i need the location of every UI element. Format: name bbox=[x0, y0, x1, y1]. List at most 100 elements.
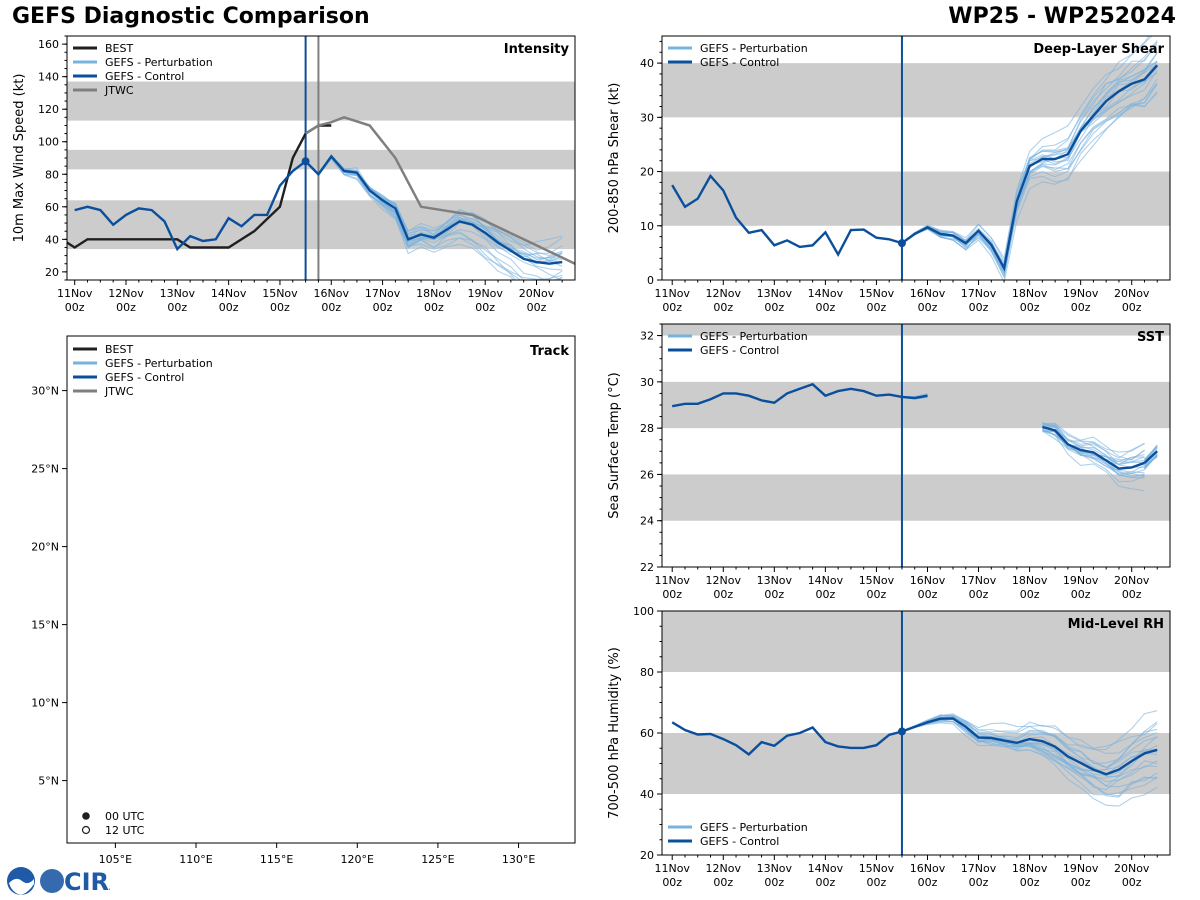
intensity-ytick-label: 80 bbox=[45, 168, 59, 181]
intensity-xtick-label: 00z bbox=[424, 301, 444, 314]
intensity-shade-band bbox=[67, 149, 575, 170]
sst-ytick-label: 32 bbox=[640, 330, 654, 343]
shear-xtick-label: 18Nov bbox=[1012, 287, 1048, 300]
intensity-xtick-label: 00z bbox=[270, 301, 290, 314]
legend-label-12utc: 12 UTC bbox=[105, 824, 145, 837]
sst-panel-title: SST bbox=[1137, 330, 1164, 345]
rh-xtick-label: 11Nov bbox=[654, 862, 690, 875]
intensity-xtick-label: 00z bbox=[116, 301, 136, 314]
sst-gefs-control-line bbox=[671, 382, 928, 408]
sst-shade-band bbox=[662, 324, 1170, 336]
rh-shade-band bbox=[662, 611, 1170, 672]
intensity-ytick-label: 100 bbox=[38, 136, 59, 149]
track-ytick-label: 10°N bbox=[31, 697, 59, 710]
track-xtick-label: 130°E bbox=[502, 853, 535, 866]
rh-ytick-label: 100 bbox=[633, 605, 654, 618]
sst-xtick-label: 00z bbox=[713, 588, 733, 601]
track-panel-title: Track bbox=[530, 344, 569, 359]
shear-xtick-label: 00z bbox=[1020, 301, 1040, 314]
rh-xtick-label: 00z bbox=[662, 876, 682, 889]
shear-xtick-label: 00z bbox=[662, 301, 682, 314]
sst-xtick-label: 00z bbox=[815, 588, 835, 601]
legend-label-gefs-control: GEFS - Control bbox=[105, 70, 184, 83]
sst-shade-band bbox=[662, 381, 1170, 429]
sst-perturbation-line bbox=[1042, 423, 1145, 453]
sst-xtick-label: 13Nov bbox=[757, 574, 793, 587]
intensity-xtick-label: 18Nov bbox=[416, 287, 452, 300]
sst-xtick-label: 00z bbox=[764, 588, 784, 601]
sst-xtick-label: 00z bbox=[918, 588, 938, 601]
sst-gefs-control-line bbox=[1143, 450, 1159, 464]
legend-label-jtwc: JTWC bbox=[104, 84, 134, 97]
noaa-logo-icon: CIRA bbox=[7, 867, 110, 896]
shear-plot-area bbox=[662, 36, 1170, 280]
sst-xtick-label: 18Nov bbox=[1012, 574, 1048, 587]
rh-ylabel: 700-500 hPa Humidity (%) bbox=[607, 647, 622, 819]
shear-xtick-label: 13Nov bbox=[757, 287, 793, 300]
track-frame bbox=[66, 335, 576, 844]
rh-xtick-label: 00z bbox=[1071, 876, 1091, 889]
sst-plot-area bbox=[662, 324, 1170, 567]
shear-gefs-control-line bbox=[671, 64, 1159, 272]
cira-logo: CIRA bbox=[6, 866, 110, 896]
sst-xtick-label: 00z bbox=[662, 588, 682, 601]
sst-xtick-label: 16Nov bbox=[910, 574, 946, 587]
rh-ytick-label: 80 bbox=[640, 666, 654, 679]
intensity-perturbation-line bbox=[305, 154, 563, 264]
rh-ytick-label: 40 bbox=[640, 788, 654, 801]
legend-swatch-00utc bbox=[82, 812, 90, 820]
sst-xtick-label: 00z bbox=[867, 588, 887, 601]
sst-ylabel: Sea Surface Temp (°C) bbox=[607, 372, 622, 519]
shear-shade-band bbox=[662, 63, 1170, 118]
sst-xtick-label: 12Nov bbox=[706, 574, 742, 587]
intensity-xtick-label: 16Nov bbox=[314, 287, 350, 300]
track-ytick-label: 20°N bbox=[31, 541, 59, 554]
shear-xtick-label: 19Nov bbox=[1063, 287, 1099, 300]
shear-ylabel: 200-850 hPa Shear (kt) bbox=[607, 83, 622, 234]
sst-perturbation-line bbox=[1042, 427, 1145, 483]
intensity-perturbation-line bbox=[305, 157, 515, 280]
intensity-xtick-label: 00z bbox=[475, 301, 495, 314]
legend-label-gefs-control: GEFS - Control bbox=[700, 835, 779, 848]
rh-xtick-label: 12Nov bbox=[706, 862, 742, 875]
rh-plot-area bbox=[662, 611, 1170, 855]
intensity-xtick-label: 19Nov bbox=[467, 287, 503, 300]
intensity-ytick-label: 140 bbox=[38, 71, 59, 84]
rh-xtick-label: 20Nov bbox=[1114, 862, 1150, 875]
shear-frame bbox=[661, 35, 1171, 281]
shear-xtick-label: 16Nov bbox=[910, 287, 946, 300]
rh-xtick-label: 16Nov bbox=[910, 862, 946, 875]
intensity-ytick-label: 160 bbox=[38, 38, 59, 51]
shear-xtick-label: 00z bbox=[815, 301, 835, 314]
sst-xtick-label: 20Nov bbox=[1114, 574, 1150, 587]
intensity-xtick-label: 11Nov bbox=[57, 287, 93, 300]
rh-perturbation-line bbox=[901, 719, 1158, 791]
sst-perturbation-line bbox=[1042, 422, 1145, 461]
legend-label-00utc: 00 UTC bbox=[105, 810, 145, 823]
intensity-xtick-label: 17Nov bbox=[365, 287, 401, 300]
rh-xtick-label: 14Nov bbox=[808, 862, 844, 875]
shear-xtick-label: 00z bbox=[918, 301, 938, 314]
intensity-ytick-label: 120 bbox=[38, 103, 59, 116]
rh-xtick-label: 00z bbox=[867, 876, 887, 889]
shear-xtick-label: 11Nov bbox=[654, 287, 690, 300]
intensity-ytick-label: 20 bbox=[45, 266, 59, 279]
sst-perturbation-line bbox=[1144, 445, 1158, 461]
track-ocean bbox=[67, 336, 575, 843]
legend-label-gefs-control: GEFS - Control bbox=[700, 344, 779, 357]
sst-xtick-label: 11Nov bbox=[654, 574, 690, 587]
intensity-xtick-label: 20Nov bbox=[519, 287, 555, 300]
track-xtick-label: 115°E bbox=[260, 853, 293, 866]
sst-xtick-label: 17Nov bbox=[961, 574, 997, 587]
track-xtick-label: 120°E bbox=[341, 853, 374, 866]
sst-xtick-label: 14Nov bbox=[808, 574, 844, 587]
intensity-xtick-label: 00z bbox=[219, 301, 239, 314]
track-xtick-label: 105°E bbox=[99, 853, 132, 866]
intensity-init-marker bbox=[301, 157, 310, 166]
shear-xtick-label: 00z bbox=[764, 301, 784, 314]
shear-xtick-label: 20Nov bbox=[1114, 287, 1150, 300]
track-ytick-label: 15°N bbox=[31, 619, 59, 632]
intensity-xtick-label: 00z bbox=[65, 301, 85, 314]
legend-label-gefs-perturbation: GEFS - Perturbation bbox=[105, 56, 213, 69]
